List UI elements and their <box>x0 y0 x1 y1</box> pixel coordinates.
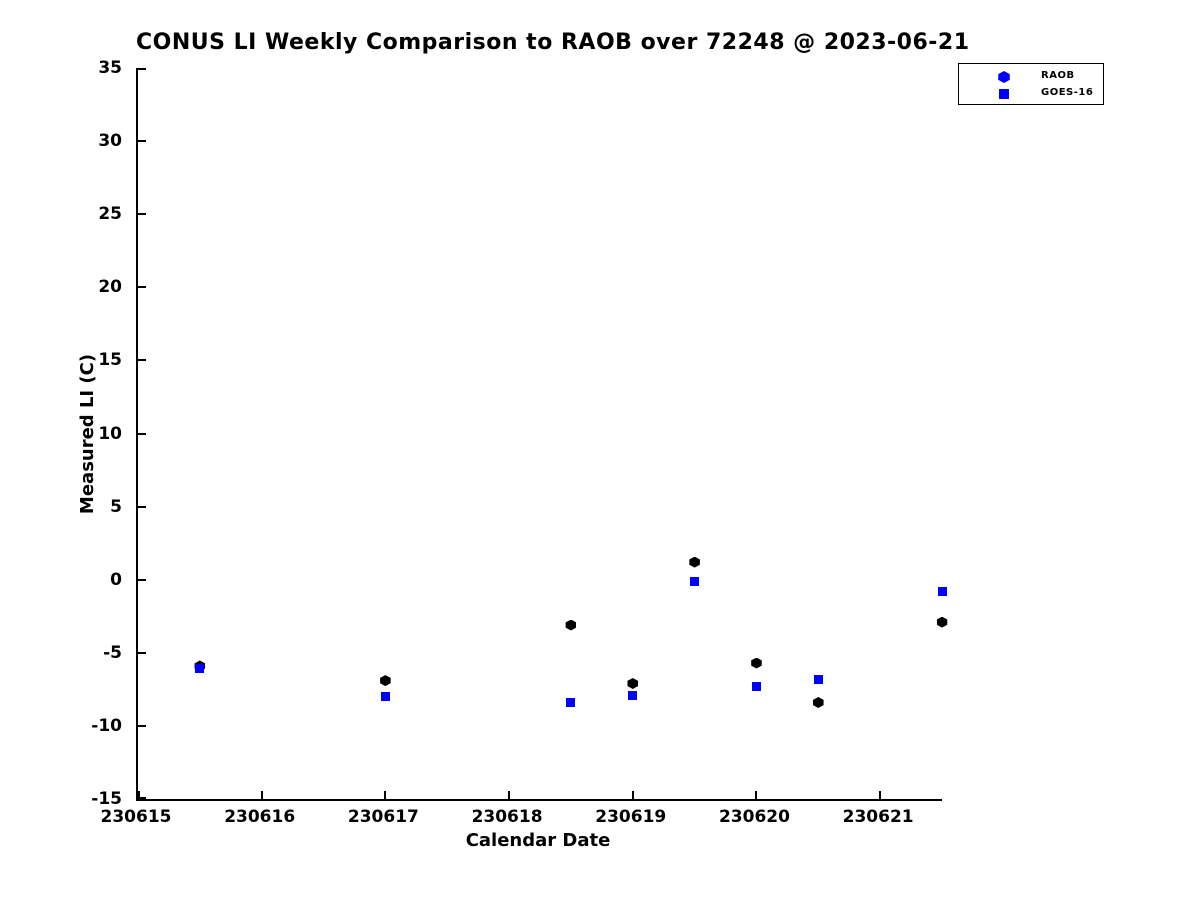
y-tick <box>138 724 146 727</box>
x-tick <box>384 791 387 799</box>
plot-area <box>136 68 948 801</box>
x-tick-label: 230615 <box>100 807 172 827</box>
data-point-raob <box>751 657 762 669</box>
x-tick-label: 230621 <box>842 807 914 827</box>
y-tick <box>138 359 146 362</box>
y-tick <box>138 432 146 435</box>
data-point-goes16 <box>813 674 823 684</box>
data-point-raob <box>380 675 391 687</box>
data-point-goes16 <box>690 576 700 586</box>
x-tick <box>260 791 263 799</box>
legend-item-goes16: GOES-16 <box>959 86 1103 103</box>
x-tick-label: 230618 <box>471 807 543 827</box>
y-tick-label: 20 <box>98 277 122 298</box>
y-tick <box>138 140 146 143</box>
data-point-raob <box>936 616 948 628</box>
y-tick <box>138 505 146 508</box>
y-tick-label: 25 <box>98 204 122 225</box>
legend: RAOB GOES-16 <box>958 63 1104 105</box>
y-tick-label: -5 <box>103 642 122 663</box>
x-tick-label: 230617 <box>347 807 419 827</box>
data-point-goes16 <box>628 690 638 700</box>
legend-label-raob: RAOB <box>1041 70 1075 81</box>
x-tick <box>631 791 634 799</box>
x-tick-label: 230616 <box>224 807 296 827</box>
chart-title: CONUS LI Weekly Comparison to RAOB over … <box>136 30 970 55</box>
goes16-legend-marker-icon <box>999 89 1009 99</box>
data-point-raob <box>689 556 700 568</box>
data-point-raob <box>813 697 824 708</box>
legend-item-raob: RAOB <box>959 69 1103 86</box>
x-tick <box>508 791 511 799</box>
x-axis-label: Calendar Date <box>465 830 611 851</box>
data-point-goes16 <box>380 692 390 702</box>
y-tick <box>138 797 146 799</box>
data-point-goes16 <box>566 698 576 707</box>
data-point-raob <box>565 619 577 631</box>
data-point-goes16 <box>195 664 205 674</box>
data-point-goes16 <box>751 681 761 691</box>
y-tick-label: 30 <box>98 131 122 152</box>
y-tick <box>138 68 146 70</box>
y-tick-label: 5 <box>110 496 122 517</box>
raob-legend-marker-icon <box>998 71 1010 83</box>
x-tick <box>879 791 882 799</box>
y-tick <box>138 213 146 216</box>
y-tick-label: -15 <box>91 789 122 809</box>
y-tick-label: 15 <box>98 350 122 371</box>
x-tick <box>755 791 758 799</box>
y-tick-label: 0 <box>110 569 122 590</box>
x-tick-label: 230619 <box>595 807 667 827</box>
x-tick <box>138 791 140 799</box>
y-tick-label: 35 <box>98 58 122 78</box>
y-tick-label: 10 <box>98 423 122 444</box>
y-tick <box>138 578 146 581</box>
data-point-goes16 <box>937 586 947 596</box>
y-tick-label: -10 <box>91 715 122 736</box>
y-tick <box>138 651 146 654</box>
data-point-raob <box>627 678 639 689</box>
y-tick <box>138 286 146 289</box>
x-tick-label: 230620 <box>718 807 790 827</box>
legend-label-goes16: GOES-16 <box>1041 87 1094 98</box>
